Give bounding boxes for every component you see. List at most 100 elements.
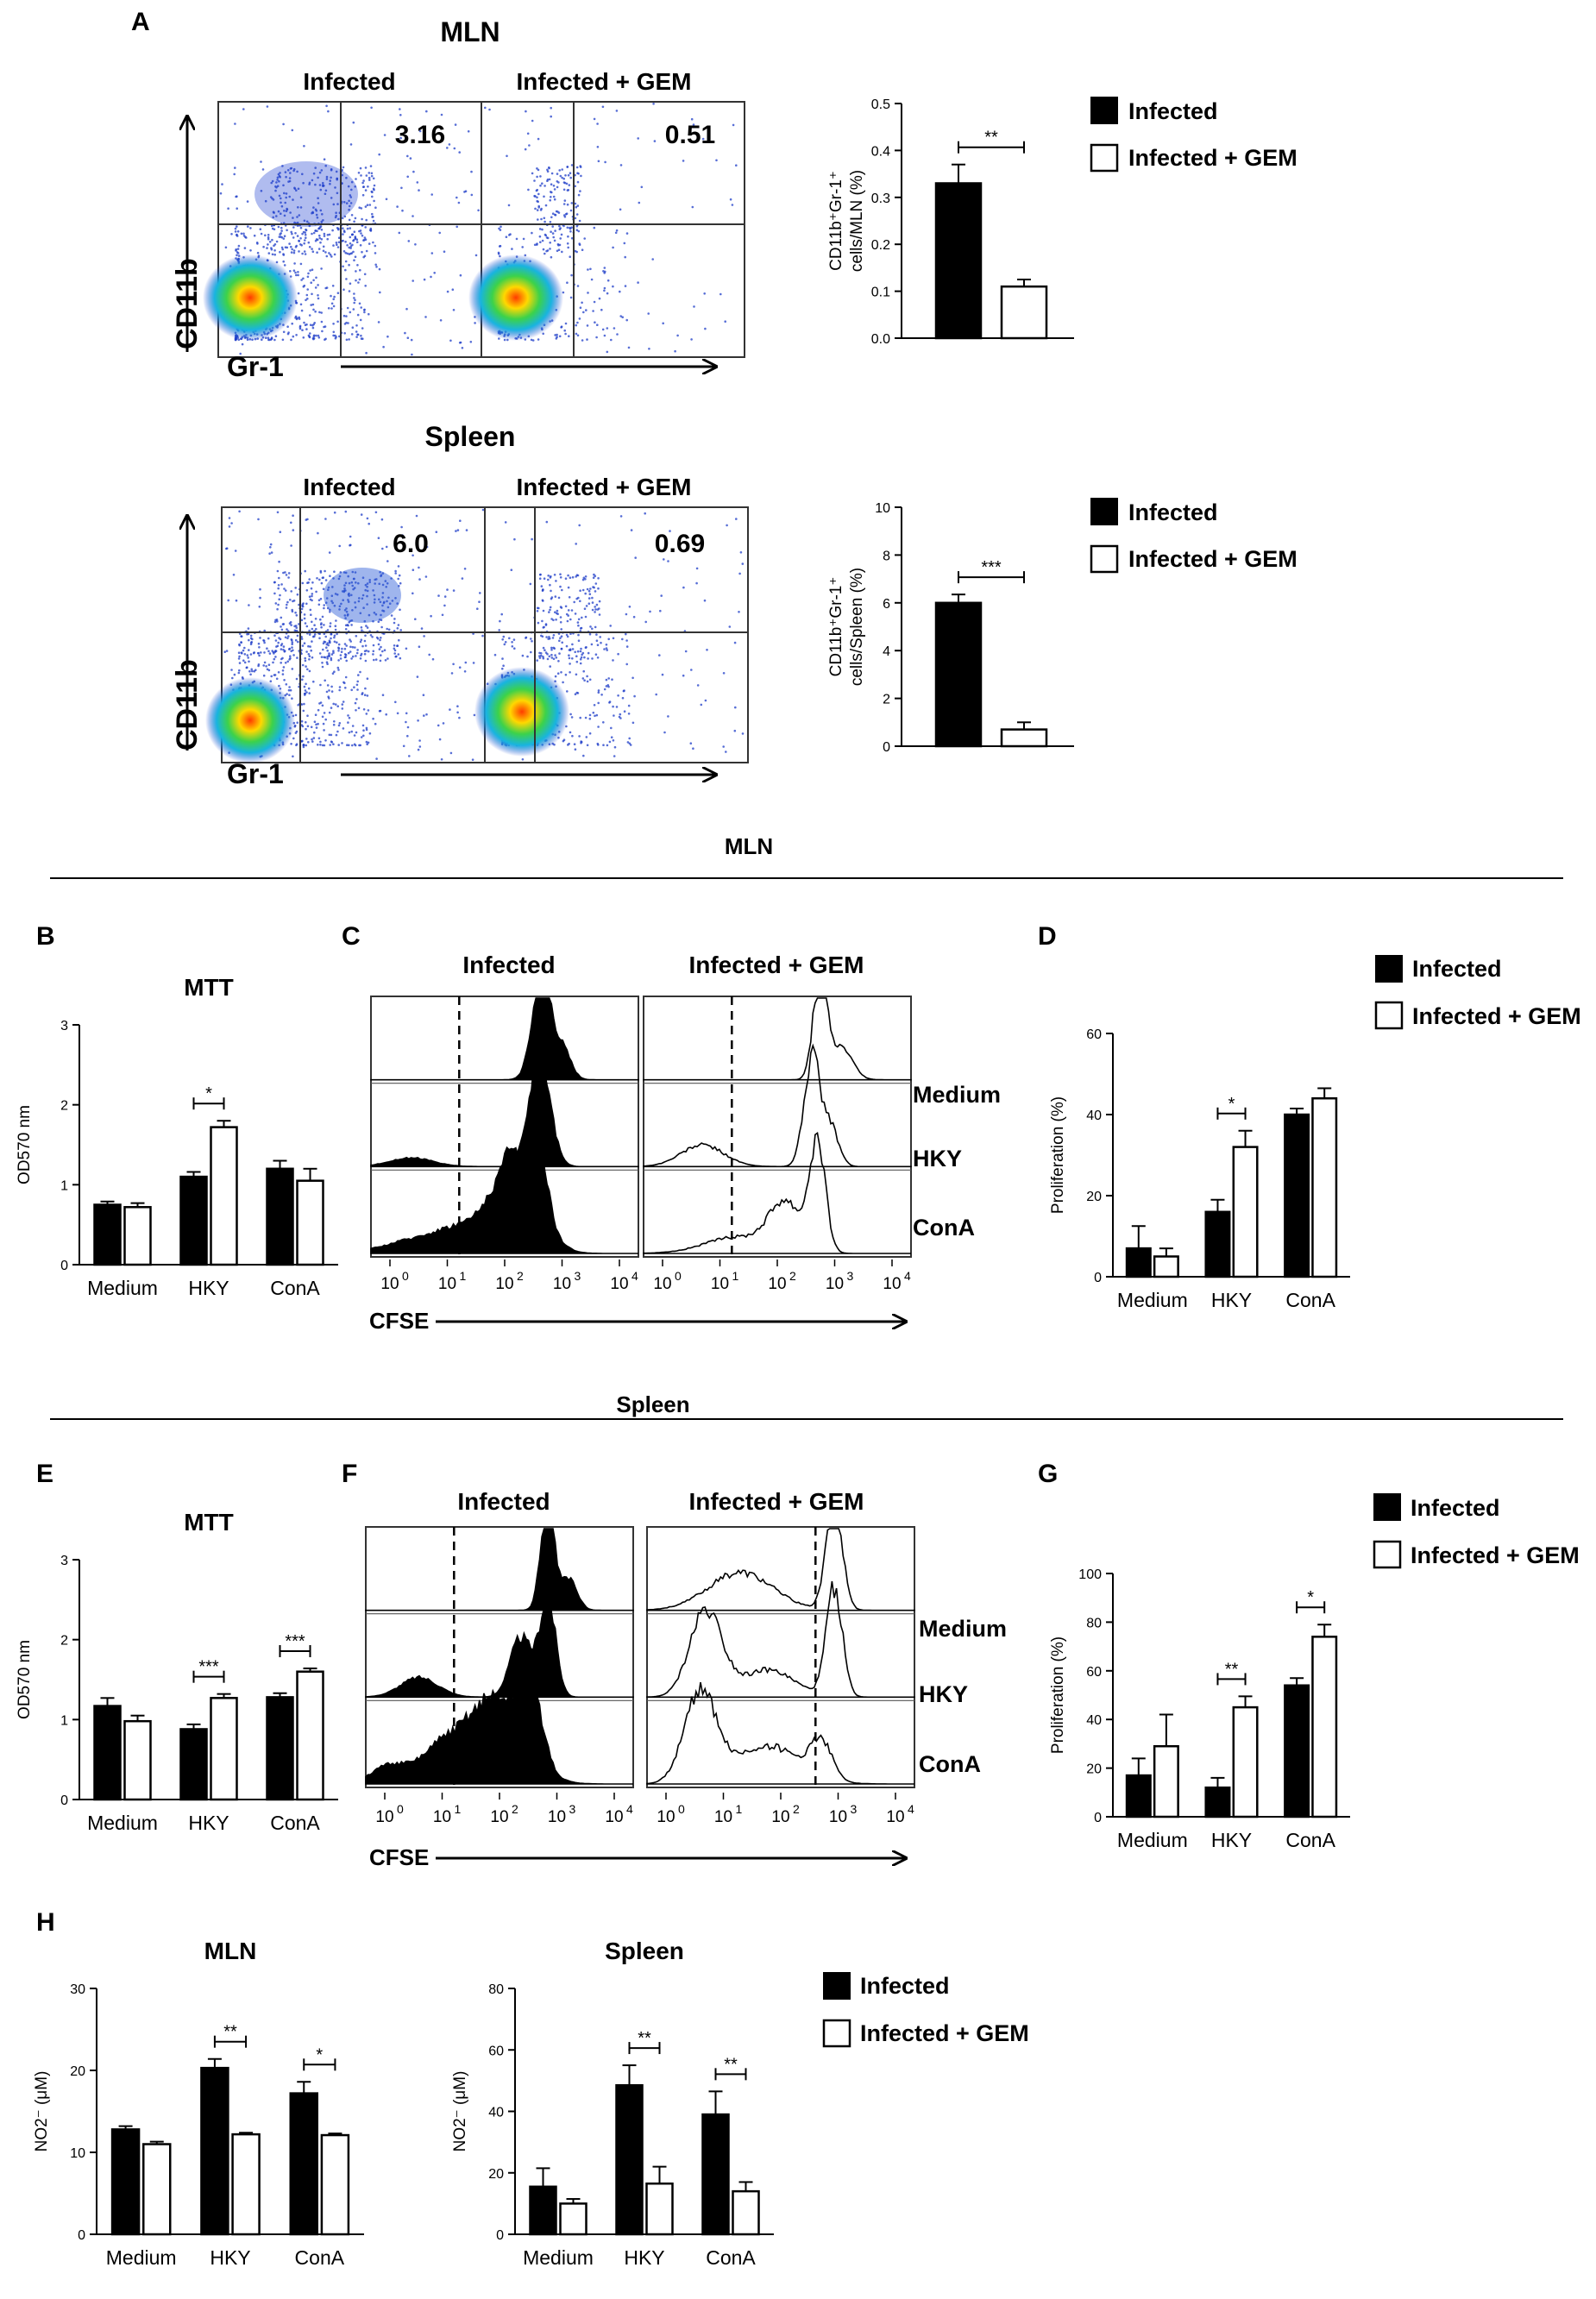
scatter-event <box>544 204 548 207</box>
scatter-event <box>324 635 328 638</box>
scatter-event <box>613 327 616 330</box>
scatter-event <box>554 229 556 232</box>
bar-gem-hky <box>1232 1705 1259 1818</box>
scatter-event <box>369 229 372 232</box>
scatter-event <box>552 657 556 661</box>
chart-h-mln-title: MLN <box>204 1938 257 1964</box>
scatter-event <box>526 132 530 135</box>
cfse-spleen-row-hky: HKY <box>919 1681 968 1707</box>
scatter-event <box>597 577 600 580</box>
scatter-event <box>348 581 351 585</box>
scatter-event <box>440 758 443 761</box>
scatter-event <box>353 259 355 262</box>
scatter-event <box>276 607 279 611</box>
x-tick-label: HKY <box>188 1812 229 1834</box>
panel-label-a: A <box>131 8 150 36</box>
scatter-event <box>544 252 546 255</box>
scatter-event <box>380 619 383 621</box>
scatter-event <box>276 185 280 187</box>
scatter-event <box>319 597 323 600</box>
scatter-event <box>283 210 286 212</box>
bar-gem-hky <box>210 1697 238 1801</box>
scatter-event <box>344 260 348 263</box>
scatter-event <box>631 721 635 725</box>
scatter-event <box>258 654 261 657</box>
scatter-event <box>329 611 331 613</box>
scatter-event <box>361 234 364 237</box>
scatter-event <box>588 717 592 720</box>
scatter-event <box>596 644 600 646</box>
scatter-event <box>332 323 335 325</box>
scatter-event <box>689 742 693 744</box>
scatter-event <box>372 619 374 623</box>
scatter-event <box>363 308 366 311</box>
scatter-event <box>579 589 581 592</box>
scatter-event <box>387 628 391 631</box>
bar-gem <box>1000 728 1048 748</box>
scatter-event <box>574 185 576 188</box>
scatter-event <box>267 637 270 640</box>
scatter-event <box>722 672 726 675</box>
scatter-event <box>393 652 397 655</box>
scatter-event <box>263 629 267 632</box>
scatter-event <box>339 571 342 574</box>
x-tick-label: ConA <box>295 2246 345 2269</box>
scatter-event <box>278 236 281 238</box>
scatter-event <box>280 625 282 628</box>
scatter-event <box>551 225 554 228</box>
scatter-event <box>393 647 396 650</box>
scatter-event <box>424 316 427 318</box>
scatter-event <box>260 190 263 192</box>
scatter-event <box>536 199 538 203</box>
scatter-event <box>692 747 694 750</box>
scatter-event <box>273 620 277 624</box>
scatter-event <box>304 569 307 573</box>
significance-label: *** <box>981 558 1002 577</box>
scatter-event <box>575 205 578 209</box>
scatter-event <box>580 656 583 659</box>
scatter-event <box>625 639 628 642</box>
scatter-event <box>230 669 233 671</box>
scatter-event <box>562 681 564 684</box>
scatter-event <box>326 657 330 660</box>
scatter-event <box>735 164 738 166</box>
scatter-event <box>373 184 376 187</box>
scatter-event <box>314 618 317 620</box>
scatter-event <box>326 237 330 241</box>
scatter-event <box>343 323 347 325</box>
cfse-tick-exponent: 2 <box>789 1269 796 1283</box>
scatter-event <box>260 232 263 236</box>
scatter-event <box>385 545 388 549</box>
scatter-event <box>355 241 359 244</box>
scatter-event <box>621 696 625 700</box>
scatter-event <box>566 226 569 229</box>
scatter-event <box>311 250 315 254</box>
scatter-event <box>289 599 292 601</box>
scatter-event <box>262 674 266 677</box>
scatter-event <box>361 724 365 727</box>
scatter-event <box>386 560 389 562</box>
scatter-event <box>323 729 325 732</box>
flow-spleen-infected-value: 6.0 <box>393 530 429 558</box>
scatter-event <box>327 110 330 113</box>
scatter-event <box>538 656 542 659</box>
scatter-event <box>308 335 311 338</box>
scatter-event <box>558 224 561 228</box>
scatter-event <box>317 284 319 286</box>
scatter-event <box>593 226 596 229</box>
scatter-event <box>330 690 334 693</box>
scatter-event <box>291 248 294 251</box>
legend-a-mln-gem-label: Infected + GEM <box>1128 145 1298 171</box>
scatter-event <box>227 207 229 210</box>
scatter-event <box>568 596 571 599</box>
scatter-event <box>368 732 372 735</box>
cfse-tick-label: 10 <box>375 1808 393 1826</box>
scatter-event <box>336 177 339 180</box>
scatter-event <box>612 659 614 662</box>
scatter-event <box>692 123 695 126</box>
scatter-event <box>280 657 283 661</box>
scatter-event <box>332 743 335 745</box>
scatter-event <box>399 114 402 116</box>
scatter-event <box>242 649 245 652</box>
